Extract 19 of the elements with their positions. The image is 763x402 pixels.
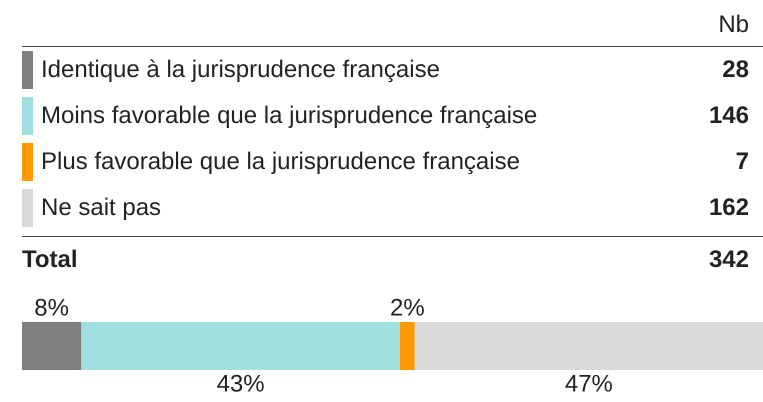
data-label: 2% [390,294,425,322]
bar [81,322,400,370]
bar [414,322,763,370]
text: 162 [708,194,749,222]
bar [400,322,415,370]
text: 146 [708,102,749,130]
text: 342 [708,246,749,274]
legend-label: Ne sait pas [41,194,162,222]
legend-label: Moins favorable que la jurisprudence française [41,102,538,130]
text: 28 [722,56,749,84]
legend-label: Identique à la jurisprudence française [41,56,440,84]
bar [22,322,82,370]
data-label: 43% [216,370,265,398]
data-label: 8% [34,294,69,322]
text: Total [22,246,78,274]
data-label: 47% [564,370,613,398]
text: Nb [718,11,749,39]
text: 7 [736,148,749,176]
legend-label: Plus favorable que la jurisprudence française [41,148,520,176]
